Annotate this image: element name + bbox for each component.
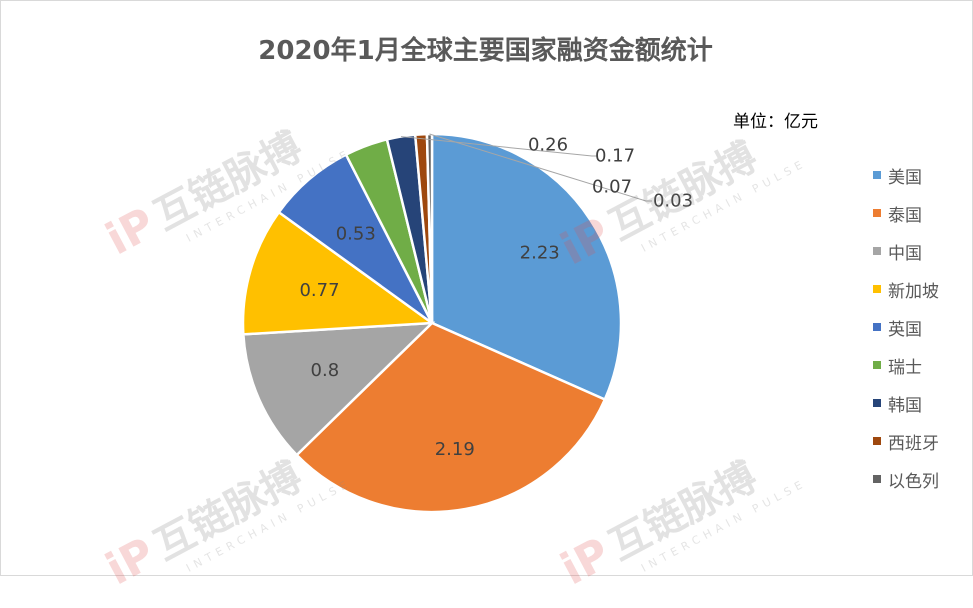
legend-swatch xyxy=(873,361,881,369)
legend-label: 以色列 xyxy=(888,471,939,492)
legend-item: 英国 xyxy=(873,308,939,346)
legend-swatch xyxy=(873,475,881,483)
data-label-7: 0.17 xyxy=(595,146,635,167)
legend-item: 中国 xyxy=(873,232,939,270)
leader-line-9 xyxy=(429,133,652,202)
legend-item: 美国 xyxy=(873,156,939,194)
data-labels: 2.23 2.19 0.8 0.77 0.53 0.26 0.17 0.07 0.03 xyxy=(299,135,693,460)
legend-item: 以色列 xyxy=(873,460,939,498)
legend-swatch xyxy=(873,399,881,407)
data-label-8: 0.07 xyxy=(592,177,632,198)
legend-label: 西班牙 xyxy=(888,433,939,454)
leader-line-7 xyxy=(400,136,598,157)
legend-label: 瑞士 xyxy=(888,357,922,378)
legend-swatch xyxy=(873,209,881,217)
legend-swatch xyxy=(873,247,881,255)
legend-item: 韩国 xyxy=(873,384,939,422)
pie-slice-1 xyxy=(430,132,623,402)
legend-swatch xyxy=(873,323,881,331)
pie-slice-2 xyxy=(294,321,607,514)
legend-label: 韩国 xyxy=(888,395,922,416)
data-label-9: 0.03 xyxy=(653,191,693,212)
data-label-3: 0.8 xyxy=(311,360,340,381)
data-label-4: 0.77 xyxy=(299,280,339,301)
data-label-1: 2.23 xyxy=(520,242,560,263)
pie-slice-4 xyxy=(241,210,436,336)
legend-label: 美国 xyxy=(888,167,922,188)
pie-slice-9 xyxy=(425,132,434,324)
chart-title: 2020年1月全球主要国家融资金额统计 xyxy=(258,36,713,66)
data-label-5: 0.53 xyxy=(336,224,376,245)
legend-item: 新加坡 xyxy=(873,270,939,308)
legend-item: 瑞士 xyxy=(873,346,939,384)
legend-swatch xyxy=(873,437,881,445)
pie-slices xyxy=(241,132,623,514)
pie-chart: 2.23 2.19 0.8 0.77 0.53 0.26 0.17 0.07 0.03 xyxy=(241,132,693,514)
legend-item: 泰国 xyxy=(873,194,939,232)
legend-label: 新加坡 xyxy=(888,281,939,302)
leader-lines xyxy=(400,133,652,202)
legend-label: 英国 xyxy=(888,319,922,340)
legend-swatch xyxy=(873,171,881,179)
unit-label: 单位：亿元 xyxy=(733,112,818,132)
legend-label: 泰国 xyxy=(888,205,922,226)
legend-item: 西班牙 xyxy=(873,422,939,460)
data-label-2: 2.19 xyxy=(435,439,475,460)
legend-label: 中国 xyxy=(888,243,922,264)
legend: 美国泰国中国新加坡英国瑞士韩国西班牙以色列 xyxy=(873,156,939,498)
data-label-6: 0.26 xyxy=(528,135,568,156)
pie-slice-3 xyxy=(242,321,436,457)
legend-swatch xyxy=(873,285,881,293)
